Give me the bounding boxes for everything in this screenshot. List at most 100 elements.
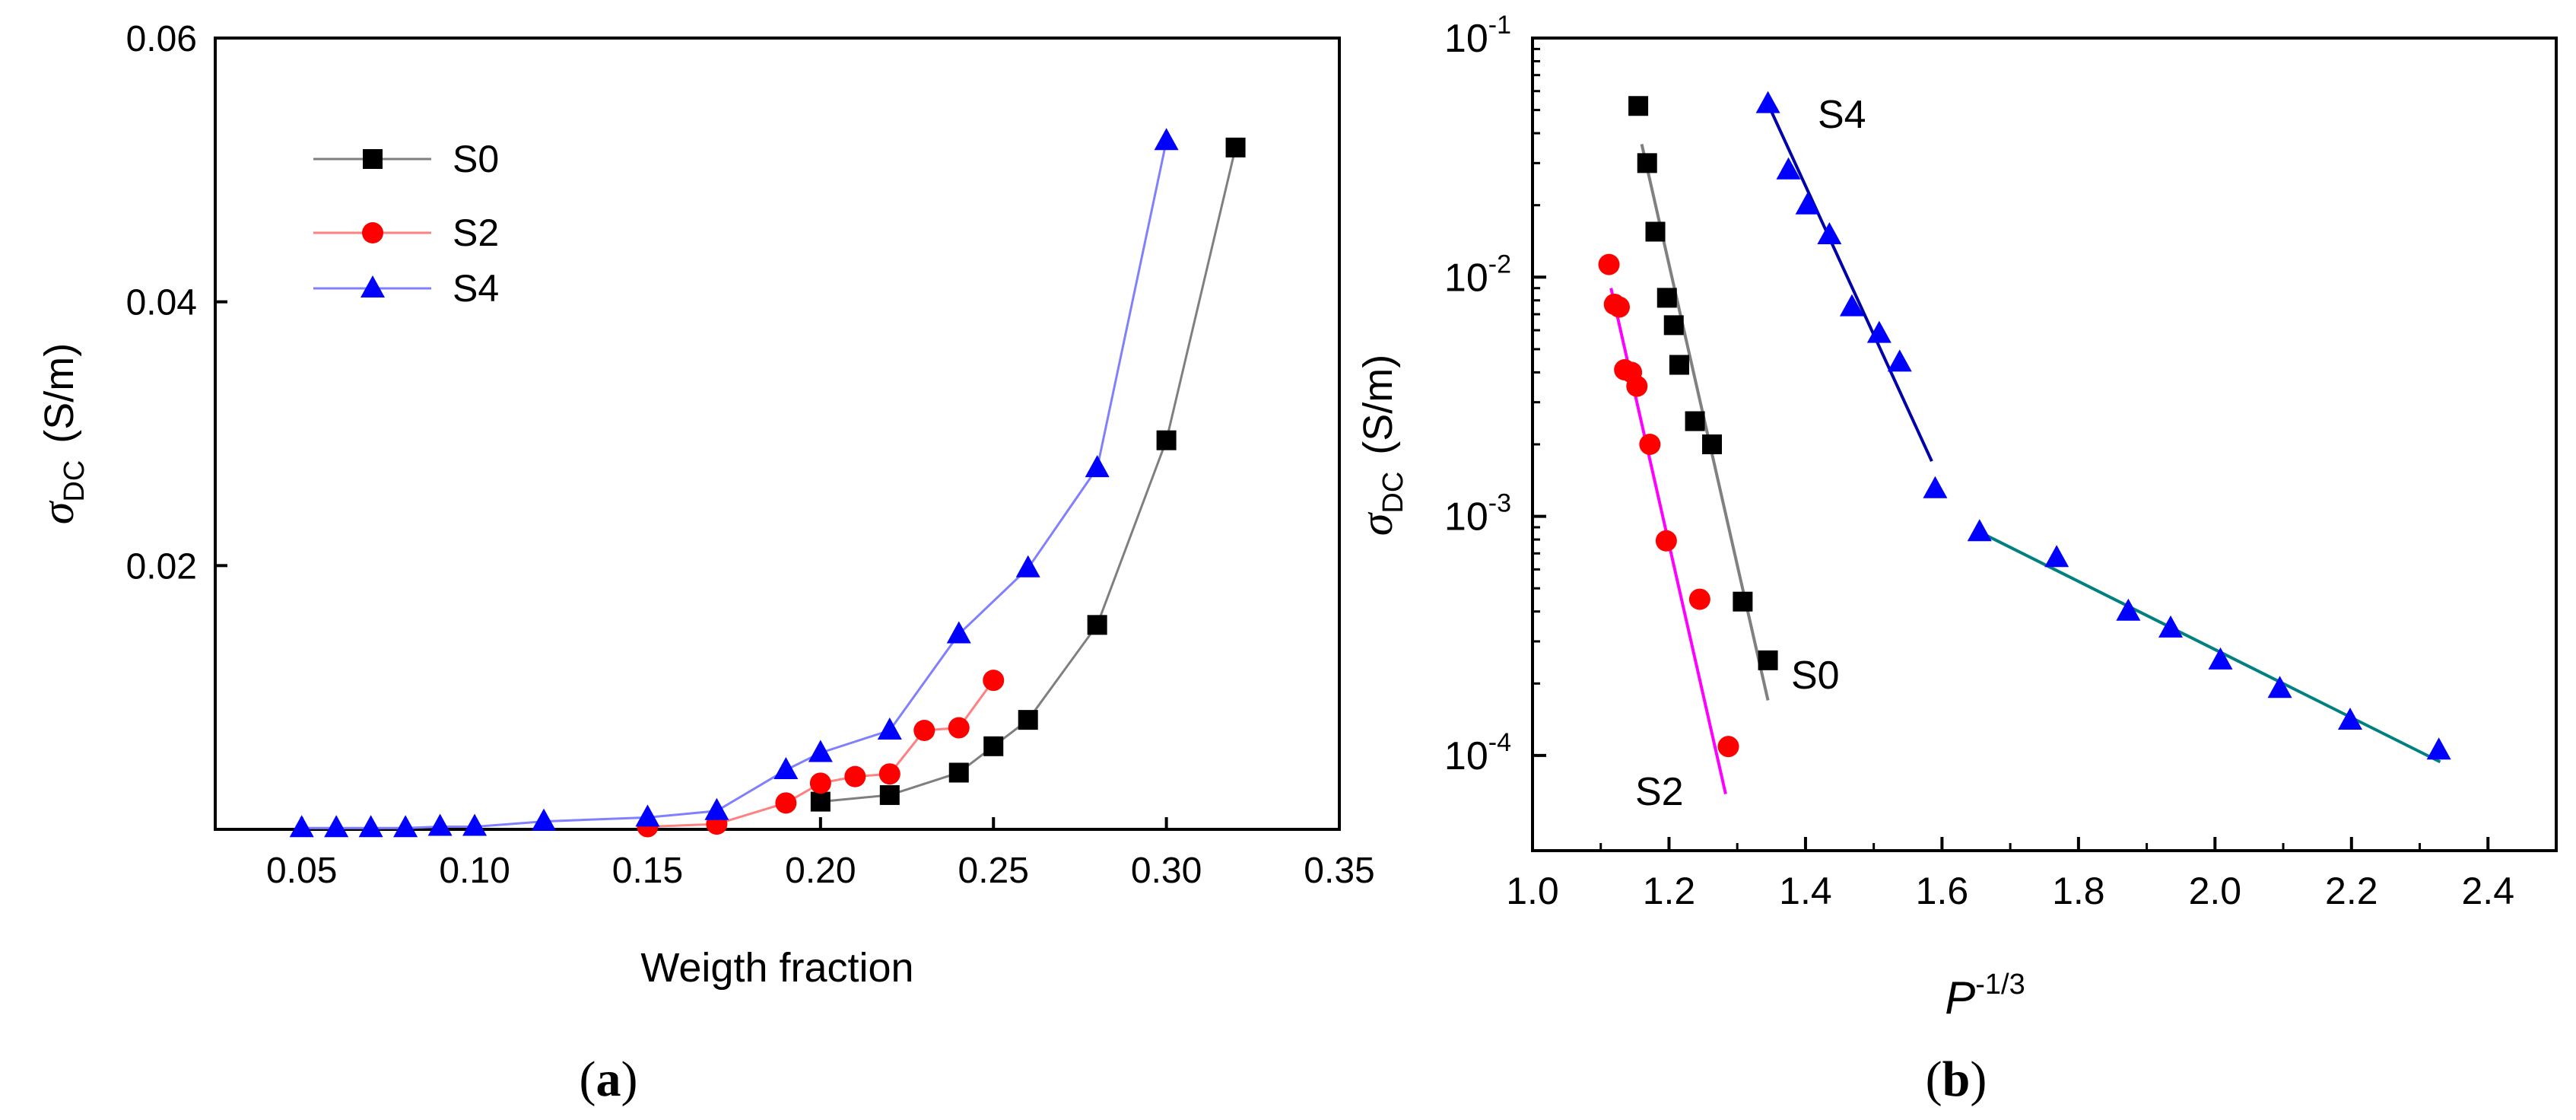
panel-a-data-point-s2 [809, 772, 831, 794]
annotation-s0: S0 [1791, 654, 1840, 698]
panel-b-data-point-s4 [1795, 192, 1820, 215]
panel-a-data-point-s4 [1085, 455, 1110, 478]
panel-a-x-tick-label: 0.15 [612, 851, 683, 891]
panel-b-data-point-s2 [1639, 434, 1661, 455]
panel-b-y-tick-label: 10-4 [1444, 728, 1511, 778]
panel-a-x-axis-ticks: 0.05 0.10 0.15 0.20 0.25 0.30 0.35 [266, 817, 1375, 891]
legend-marker-s0 [363, 149, 383, 169]
legend-marker-s2 [362, 222, 383, 243]
panel-a-legend: S0 S2 S4 [313, 138, 499, 310]
panel-b-series-s0 [1628, 96, 1778, 670]
panel-b-x-axis-ticks: 1.0 1.2 1.4 1.6 1.8 2.0 2.2 2.4 [1506, 837, 2514, 912]
panel-b-y-tick-base: 10 [1444, 256, 1488, 300]
panel-a-data-point-s0 [1018, 710, 1038, 730]
panel-b-label-close: ) [1970, 1052, 1987, 1107]
panel-b-x-tick-label: 1.0 [1506, 870, 1559, 912]
panel-b-y-axis-subscript: DC [1377, 472, 1409, 514]
panel-a-label: (a) [580, 1052, 638, 1107]
panel-b-data-point-s2 [1598, 253, 1620, 275]
panel-b-fit-line-s4 [1766, 103, 1933, 463]
legend-marker-s4 [361, 275, 385, 298]
panel-b-x-tick-label: 2.0 [2189, 870, 2242, 912]
panel-b-x-axis-superscript: -1/3 [1975, 969, 2025, 1001]
panel-b-y-tick-base: 10 [1444, 17, 1488, 61]
panel-a-data-point-s0 [879, 784, 900, 805]
panel-a-series-line-s0 [820, 147, 1237, 803]
panel-a-label-letter: a [596, 1052, 621, 1107]
panel-b-series-s2 [1598, 253, 1739, 758]
panel-b-x-tick-label: 2.4 [2462, 870, 2515, 912]
panel-b-data-point-s2 [1717, 736, 1739, 758]
panel-b-data-point-s0 [1656, 288, 1677, 308]
panel-b-data-point-s4 [1839, 294, 1864, 317]
panel-b-data-point-s4 [1755, 91, 1780, 113]
panel-b-data-point-s0 [1645, 221, 1666, 242]
panel-b-data-point-s2 [1688, 588, 1710, 610]
panel-a-data-point-s2 [775, 792, 797, 814]
panel-a-data-point-s2 [913, 720, 935, 741]
panel-a-series [289, 128, 1246, 838]
panel-b-data-point-s4 [2044, 545, 2069, 568]
panel-a-data-point-s4 [289, 815, 314, 838]
panel-b-label-open: ( [1926, 1052, 1942, 1107]
panel-a-y-tick-label: 0.02 [126, 546, 197, 587]
panel-b-y-tick-base: 10 [1444, 495, 1488, 539]
panel-a-data-point-s4 [1015, 555, 1040, 578]
panel-a-data-point-s0 [1156, 430, 1177, 450]
panel-a-data-point-s4 [324, 815, 349, 838]
panel-b-y-axis-label: σDC (S/m) [1352, 355, 1409, 536]
panel-b-label-letter: b [1942, 1052, 1971, 1107]
panel-a-series-line-s4 [301, 140, 1168, 829]
panel-b-x-tick-label: 1.2 [1643, 870, 1696, 912]
panel-b-data-point-s0 [1637, 153, 1657, 173]
panel-b-fit-line-s4 [1978, 530, 2441, 764]
panel-a-data-point-s4 [635, 804, 660, 827]
panel-b-data-point-s4 [2208, 647, 2233, 670]
legend-entry-s4: S4 [313, 267, 499, 310]
panel-b-y-tick-exponent: -1 [1488, 11, 1511, 40]
panel-a-x-tick-label: 0.05 [266, 851, 337, 891]
legend-label-s4: S4 [453, 267, 499, 310]
panel-a-data-point-s4 [532, 808, 557, 831]
panel-a-y-tick-label: 0.06 [126, 19, 197, 59]
panel-b-data-point-s0 [1758, 650, 1778, 670]
panel-b-data-point-s4 [2158, 615, 2184, 638]
panel-b-y-axis-ticks: 10-410-310-210-1 [1444, 11, 1546, 778]
panel-a-x-tick-label: 0.35 [1304, 851, 1374, 891]
panel-a-y-axis-label: σDC (S/m) [33, 343, 91, 524]
legend-label-s2: S2 [453, 212, 499, 254]
panel-a-y-axis-symbol: σ [33, 500, 83, 524]
panel-a-data-point-s4 [462, 813, 488, 836]
panel-a-y-axis-subscript: DC [59, 460, 91, 502]
panel-b-series [1598, 91, 2451, 760]
panel-b-x-tick-label: 2.2 [2325, 870, 2378, 912]
panel-b-plot-frame [1531, 37, 2558, 852]
panel-a-data-point-s0 [1087, 615, 1107, 635]
panel-b-data-point-s0 [1685, 411, 1705, 431]
panel-a-label-close: ) [621, 1052, 638, 1107]
panel-a-data-point-s4 [704, 797, 729, 820]
panel-b-y-tick-label: 10-1 [1444, 11, 1511, 61]
panel-b-data-point-s4 [1866, 320, 1892, 343]
panel-b-data-point-s4 [2426, 737, 2451, 760]
panel-b-y-tick-exponent: -4 [1488, 728, 1511, 757]
panel-b-data-point-s0 [1663, 315, 1684, 336]
legend-entry-s0: S0 [313, 138, 499, 180]
panel-a-data-point-s4 [808, 740, 833, 762]
panel-a-x-tick-label: 0.20 [785, 851, 856, 891]
panel-b-y-axis-unit: (S/m) [1355, 355, 1401, 455]
panel-b-data-point-s0 [1628, 96, 1649, 116]
panel-b-y-tick-base: 10 [1444, 734, 1488, 778]
panel-b-data-point-s4 [1967, 519, 1992, 542]
panel-a-data-point-s0 [810, 791, 831, 812]
panel-a-data-point-s0 [1225, 137, 1246, 158]
panel-b-x-axis-label: P-1/3 [1945, 969, 2025, 1023]
panel-a-data-point-s0 [983, 736, 1004, 756]
panel-a-label-open: ( [580, 1052, 596, 1107]
panel-a-plot-frame [214, 37, 1341, 831]
annotation-s4: S4 [1818, 93, 1866, 137]
panel-a-series-s0 [810, 137, 1246, 812]
panel-b-data-point-s0 [1669, 355, 1689, 375]
panel-b-y-tick-exponent: -2 [1488, 250, 1511, 278]
